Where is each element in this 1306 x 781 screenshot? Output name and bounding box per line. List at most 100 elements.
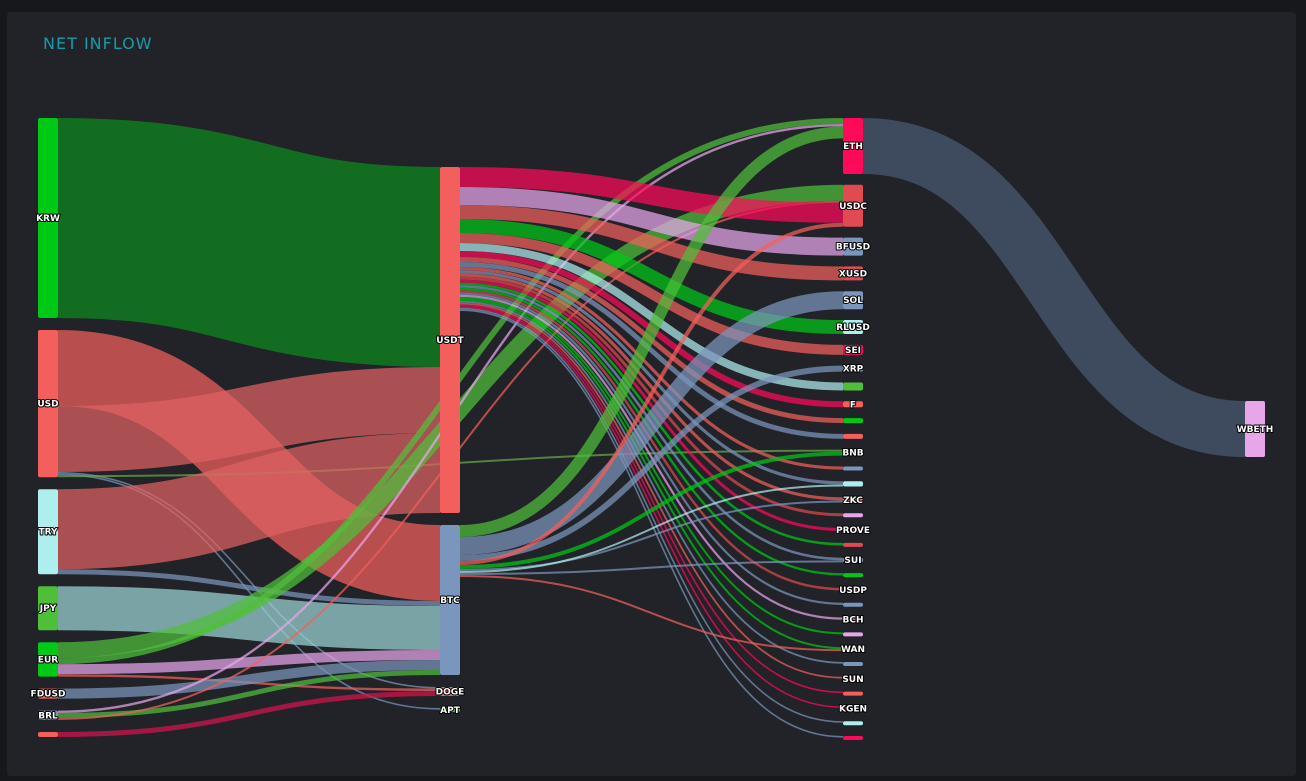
node-xrp[interactable] (843, 365, 863, 372)
node-btc[interactable] (440, 525, 460, 675)
link-eur-btc (57, 650, 441, 675)
node-label: KGEN (839, 704, 867, 714)
sankey-labels: KRW USD TRY JPY EUR FDUSD BRL USDT BTC DOGE APT ETH… (30, 141, 1275, 722)
link-fdusd-btc (57, 660, 441, 699)
link-usdt-prove (459, 279, 844, 532)
node-kgen[interactable] (843, 706, 863, 711)
node-sui[interactable] (843, 557, 863, 563)
node-usdt[interactable] (440, 167, 460, 513)
chart-title: NET INFLOW (43, 34, 153, 53)
link-usdt-kgen (459, 306, 844, 708)
node-label: SUI (844, 556, 861, 566)
link-btc-n_t15 (459, 484, 844, 573)
node-bnb[interactable] (843, 449, 863, 456)
node-eur[interactable] (38, 642, 58, 677)
node-zkc[interactable] (843, 497, 863, 503)
link-usdt-usdc (459, 167, 844, 223)
node-xusd[interactable] (843, 266, 863, 281)
node-n_t11[interactable] (843, 418, 863, 424)
link-usd-usdt (57, 367, 441, 472)
node-n_t14[interactable] (843, 466, 863, 471)
node-fdusd[interactable] (38, 688, 58, 699)
link-btc-eth (459, 126, 844, 537)
node-n_t17[interactable] (843, 513, 863, 518)
node-label: TRY (38, 528, 58, 538)
node-sun[interactable] (843, 676, 863, 681)
node-label: USDP (839, 586, 867, 596)
node-label: KRW (36, 214, 60, 224)
node-label: USDT (436, 336, 464, 346)
node-f[interactable] (843, 401, 863, 408)
link-usdt-xusd (459, 205, 844, 281)
node-label: WBETH (1237, 425, 1274, 435)
node-n_t12[interactable] (843, 433, 863, 439)
node-label: DOGE (436, 688, 465, 698)
node-label: F (850, 400, 856, 410)
node-sol[interactable] (843, 291, 863, 310)
node-apt[interactable] (440, 708, 460, 712)
link-krw-usdt (57, 118, 441, 367)
node-wan[interactable] (843, 647, 863, 652)
node-label: FDUSD (31, 690, 66, 700)
node-n_src8[interactable] (38, 732, 58, 737)
link-try-usdt (57, 433, 441, 570)
link-btc-usdc (459, 222, 844, 565)
node-n_t27[interactable] (843, 661, 863, 666)
link-usdt-sei (459, 233, 844, 355)
node-n_t15[interactable] (843, 481, 863, 487)
node-eth[interactable] (843, 118, 863, 174)
node-label: SEI (845, 346, 861, 356)
node-doge[interactable] (440, 687, 460, 696)
node-krw[interactable] (38, 118, 58, 318)
node-n_t29[interactable] (843, 691, 863, 696)
link-btc-sol (459, 291, 844, 555)
link-usdt-wan (459, 299, 844, 650)
node-n_t9[interactable] (843, 382, 863, 391)
link-usdt-bfusd (459, 187, 844, 256)
link-btc-wan (459, 575, 844, 652)
link-jpy-btc (57, 586, 441, 650)
node-bch[interactable] (843, 617, 863, 622)
link-usdt-usdp (459, 290, 844, 591)
node-brl[interactable] (38, 710, 58, 720)
node-usdc[interactable] (843, 184, 863, 227)
node-label: ETH (843, 142, 863, 152)
link-usdt-n_t12 (459, 262, 844, 439)
node-try[interactable] (38, 489, 58, 575)
node-label: USD (37, 400, 58, 410)
link-btc-bnb (459, 451, 844, 569)
node-n_t21[interactable] (843, 573, 863, 578)
node-label: EUR (38, 655, 58, 665)
sankey-nodes (38, 118, 1265, 740)
link-usdt-n_t29 (459, 304, 844, 694)
node-label: PROVE (836, 526, 870, 536)
node-label: SUN (842, 675, 863, 685)
node-label: RLUSD (836, 323, 870, 333)
node-wbeth[interactable] (1245, 401, 1265, 457)
node-prove[interactable] (843, 528, 863, 533)
node-usdp[interactable] (843, 587, 863, 592)
node-label: XUSD (839, 269, 867, 279)
node-rlusd[interactable] (843, 320, 863, 335)
node-jpy[interactable] (38, 586, 58, 631)
link-usdt-sun (459, 302, 844, 679)
node-label: BNB (842, 449, 863, 459)
node-label: SOL (843, 296, 863, 306)
node-label: APT (440, 706, 461, 716)
node-usd[interactable] (38, 330, 58, 478)
node-label: ZKC (843, 496, 863, 506)
node-n_t32[interactable] (843, 736, 863, 740)
link-btc-zkc (459, 500, 844, 571)
node-bfusd[interactable] (843, 237, 863, 256)
link-btc-sui (459, 560, 844, 575)
node-n_t19[interactable] (843, 542, 863, 547)
node-n_t31[interactable] (843, 721, 863, 726)
node-n_t23[interactable] (843, 602, 863, 607)
sankey-links (56, 118, 1247, 738)
node-n_t25[interactable] (843, 632, 863, 637)
node-label: BCH (843, 616, 864, 626)
link-usdt-n_t23 (459, 292, 844, 605)
link-usdt-n_t27 (459, 301, 844, 664)
node-sei[interactable] (843, 344, 863, 355)
node-label: WAN (841, 645, 865, 655)
